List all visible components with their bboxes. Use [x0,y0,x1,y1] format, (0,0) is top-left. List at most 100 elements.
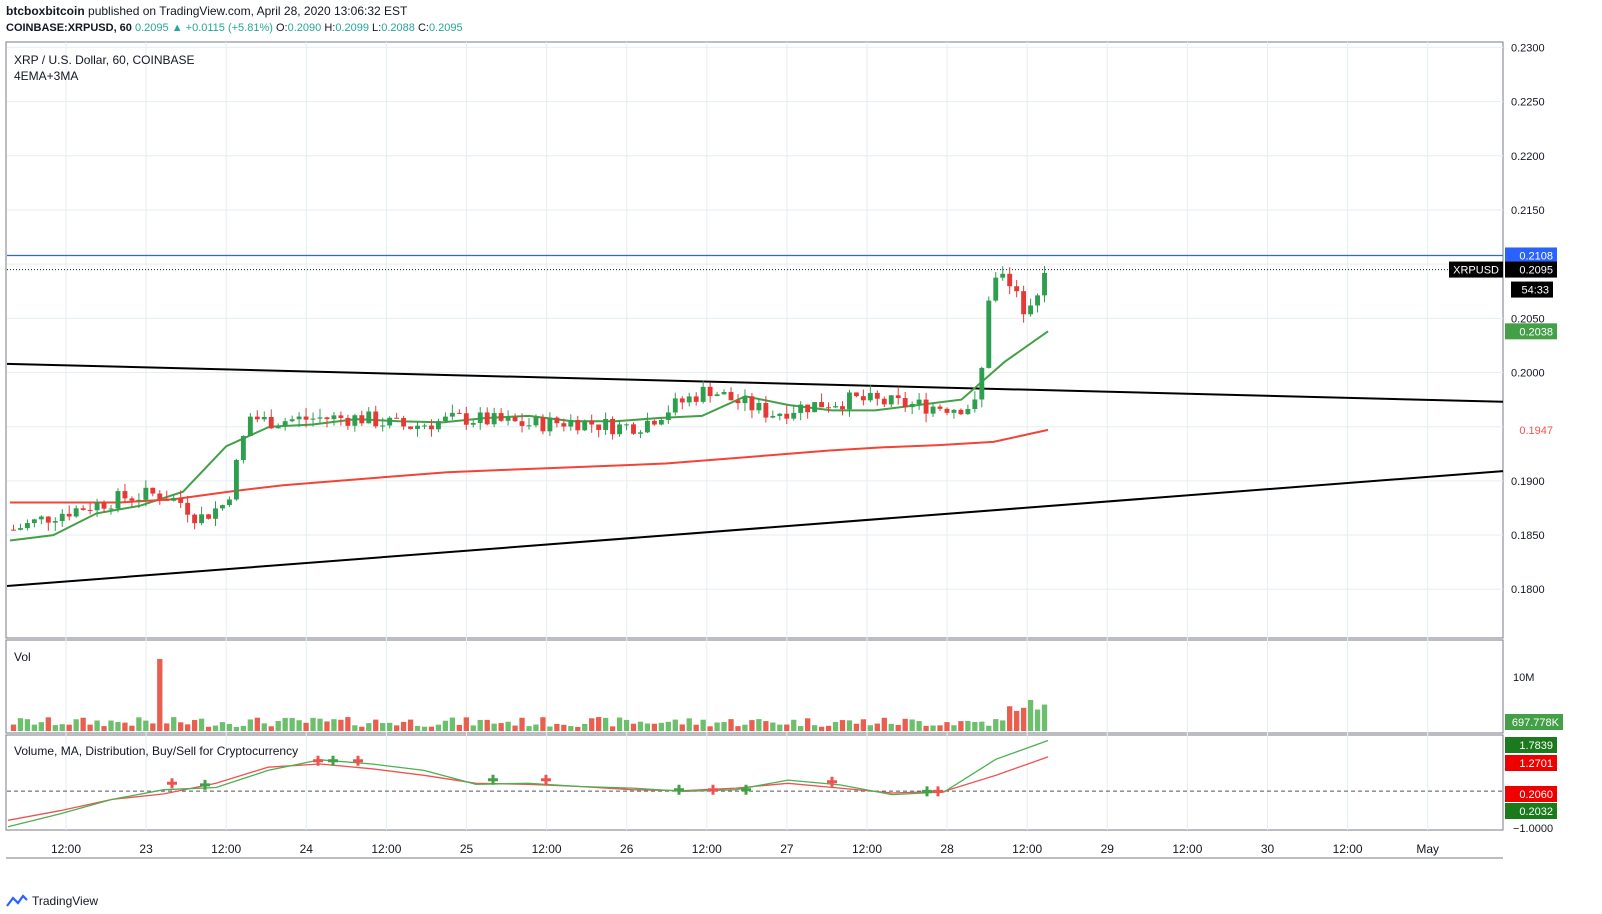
volume-bar [87,724,93,731]
main-pane-title[interactable]: XRP / U.S. Dollar, 60, COINBASE [14,53,195,67]
pane-border [5,734,1504,831]
volume-bar [310,717,316,731]
x-tick-label: 28 [940,842,954,856]
volume-bar [930,725,936,731]
x-tick-label: 12:00 [1012,842,1042,856]
volume-bar [17,718,24,731]
candle-body [268,416,274,429]
volume-bar [240,725,247,731]
volume-bar [491,723,497,731]
volume-bar [1020,707,1027,731]
distribution-pane-label[interactable]: Volume, MA, Distribution, Buy/Sell for C… [14,744,298,758]
volume-bar [268,726,274,731]
ma-price-label: 0.1947 [1519,425,1553,437]
open-value: 0.2090 [287,22,322,34]
volume-bar [679,724,685,731]
dist-red-label: 1.2701 [1519,758,1553,770]
symbol-interval[interactable]: COINBASE:XRPUSD, 60 [6,22,132,34]
trendlines[interactable] [6,254,1504,587]
volume-bar [895,724,901,731]
volume-bar [505,721,511,731]
symbol-tag-label: XRPUSD [1453,265,1499,277]
volume-bar [972,721,978,731]
candle-body [665,412,671,420]
y-tick-label: 0.2200 [1511,151,1545,163]
candle-body [289,419,295,422]
ema-line [9,330,1049,542]
last-price: 0.2095 [134,22,169,34]
volume-bar [777,724,783,731]
volume-bar [414,725,421,731]
price-axis[interactable]: 0.23000.22500.22000.21500.21000.20500.20… [1511,42,1545,596]
volume-bar [303,722,309,731]
candle-body [296,416,302,420]
dist-green-label: 1.7839 [1519,740,1553,752]
candle-body [477,412,483,423]
x-tick-label: 12:00 [852,842,882,856]
cross-marker [674,784,684,795]
ma-line [10,428,1049,504]
volume-bar [749,720,755,731]
cross-marker [827,776,837,787]
candle-body [254,416,260,420]
close-label: C: [417,22,429,34]
tradingview-logo-icon[interactable] [6,894,28,908]
time-axis[interactable]: 12:00 23 12:00 24 12:00 25 12:00 26 12:00 27 12:00… [51,842,1439,856]
volume-bar [421,726,428,731]
x-tick-label: 12:00 [51,842,81,856]
candle-body [171,497,177,501]
volume-bar [874,723,880,731]
candle-body [199,514,205,524]
volume-pane-label[interactable]: Vol [14,650,31,664]
volume-bar [10,724,17,731]
candle-body [11,529,16,531]
candle-body [108,508,114,510]
candle-body [638,432,643,434]
volume-bar [867,725,874,731]
candle-body [777,413,783,416]
candle-body [756,402,762,411]
volume-bar [345,717,351,731]
candle-body [470,422,476,425]
volume-bar [136,717,142,731]
ohlc-line: COINBASE:XRPUSD, 60 0.2095 ▲ +0.0115 (+5… [6,22,1596,34]
chart-frame [5,41,1504,859]
volume-bars [10,659,1048,731]
candle-body [547,417,553,432]
cross-marker [741,784,751,795]
candle-body [303,416,309,420]
volume-bar [686,718,692,731]
author-name[interactable]: btcboxbitcoin [6,4,85,18]
candle-body [763,402,769,418]
volume-bar [714,722,720,731]
volume-bar [735,726,741,731]
candle-body [651,420,657,425]
candle-body [435,421,441,430]
candle-body [798,404,804,413]
volume-bar [101,726,107,731]
candle-body [561,423,567,427]
y-tick-label: 0.2050 [1511,313,1545,325]
volume-bar [784,724,790,731]
volume-bar [902,718,908,731]
indicator-label[interactable]: 4EMA+3MA [14,69,78,83]
tradingview-brand[interactable]: TradingView [32,894,99,908]
candle-body [805,404,811,413]
candle-body [143,487,149,500]
published-text: published on TradingView.com, April 28, … [88,4,408,18]
dist-green2-label-bg [1505,803,1557,819]
candle-body [1035,295,1040,306]
volume-bar [324,721,330,731]
volume-bar [1000,720,1006,731]
candle-body [610,418,616,435]
cross-marker [200,779,210,790]
volume-bar [728,719,734,731]
pane-border [5,41,1504,639]
candle-body [261,416,267,420]
volume-bar [644,723,651,731]
volume-last-label: 697.778K [1512,717,1560,729]
candle-body [366,411,372,424]
chart-canvas[interactable]: 0.23000.22500.22000.21500.21000.20500.20… [0,0,1602,890]
candle-body [1014,286,1020,292]
candle-body [895,395,901,399]
